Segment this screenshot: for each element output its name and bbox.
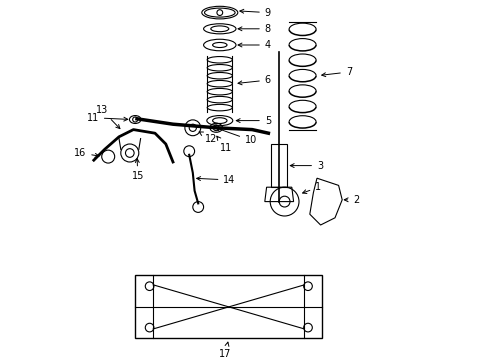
Bar [271, 144, 287, 187]
Text: 11: 11 [217, 136, 232, 153]
Text: 12: 12 [199, 132, 218, 144]
Text: 4: 4 [238, 40, 271, 50]
Text: 3: 3 [290, 161, 323, 171]
Text: 5: 5 [236, 116, 271, 126]
Text: 9: 9 [240, 8, 271, 18]
Text: 11: 11 [87, 113, 128, 123]
Text: 15: 15 [132, 159, 144, 181]
Text: 1: 1 [303, 182, 321, 194]
Text: 7: 7 [322, 67, 352, 77]
Text: 14: 14 [196, 175, 236, 185]
Bar [135, 275, 322, 338]
Text: 2: 2 [344, 195, 359, 205]
Text: 6: 6 [238, 75, 271, 85]
Text: 13: 13 [96, 105, 120, 129]
Text: 17: 17 [219, 342, 231, 359]
Text: 8: 8 [238, 24, 271, 34]
Text: 16: 16 [74, 148, 99, 158]
Text: 10: 10 [216, 127, 257, 145]
